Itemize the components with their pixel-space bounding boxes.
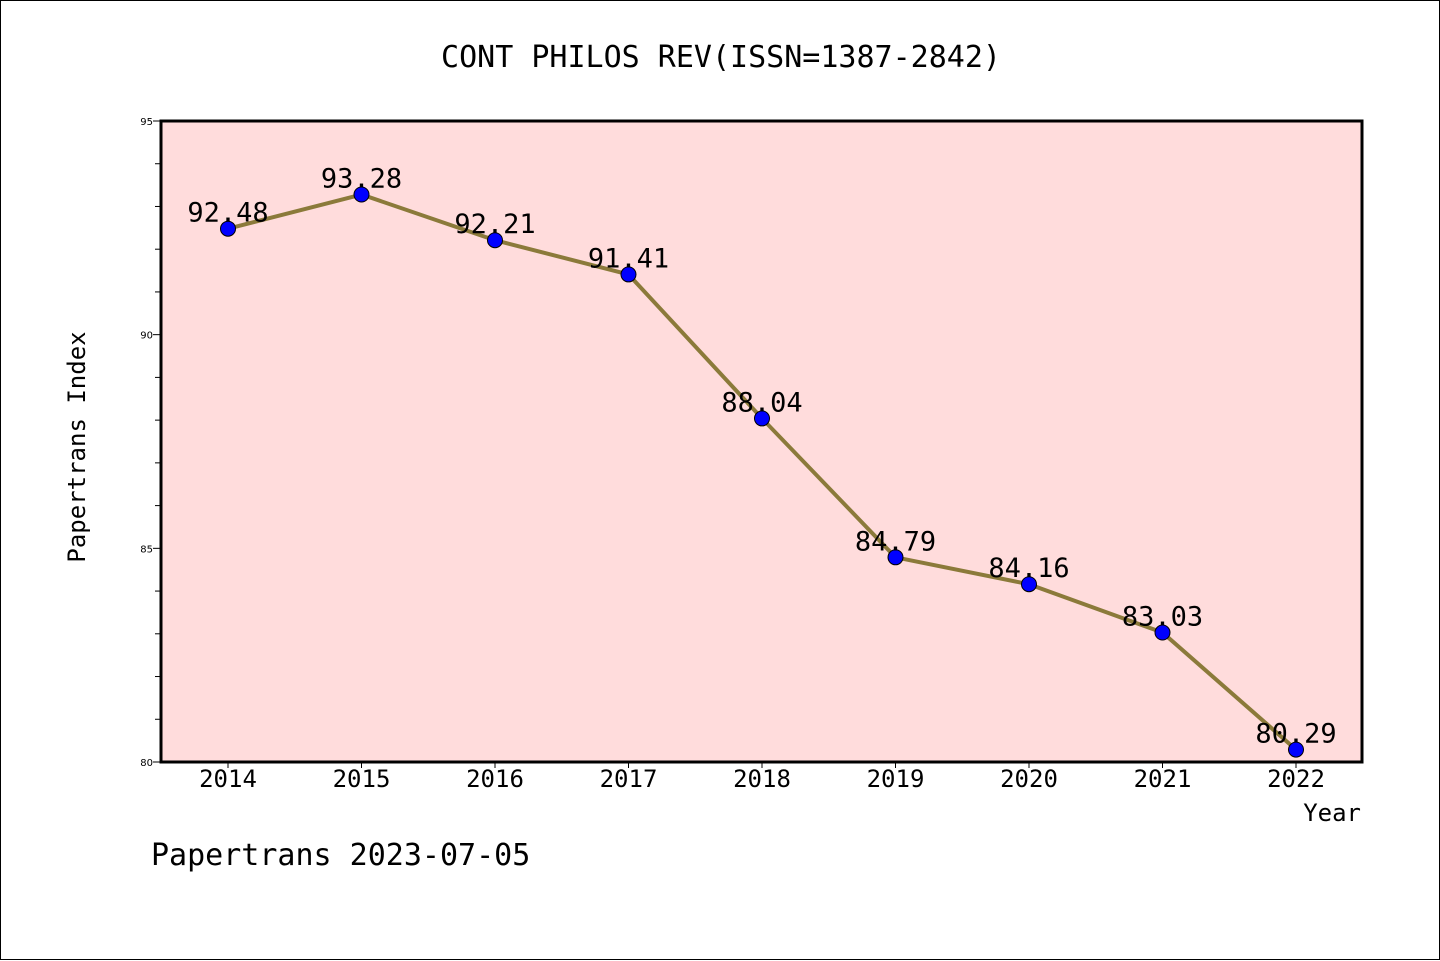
footer-credit: Papertrans 2023-07-05 <box>151 838 530 873</box>
data-label: 91.41 <box>588 243 669 274</box>
data-point <box>487 232 503 249</box>
chart-title: CONT PHILOS REV(ISSN=1387-2842) <box>441 40 1001 75</box>
data-point <box>754 410 770 427</box>
plot-border <box>159 119 1364 764</box>
x-tick-label: 2022 <box>1267 765 1325 793</box>
y-axis-label: Papertrans Index <box>63 331 91 562</box>
x-tick-label: 2017 <box>600 765 658 793</box>
data-label: 92.21 <box>454 209 535 240</box>
data-point <box>1021 576 1037 593</box>
x-tick-label: 2014 <box>199 765 257 793</box>
data-point <box>220 220 236 237</box>
x-tick-label: 2018 <box>733 765 791 793</box>
data-label: 84.79 <box>855 526 936 557</box>
data-label: 80.29 <box>1255 719 1336 750</box>
data-point <box>887 549 904 566</box>
y-tick-label: 80 <box>140 758 153 769</box>
data-point <box>1154 624 1171 641</box>
data-label: 93.28 <box>321 164 402 195</box>
y-axis: 80 85 90 95 <box>140 117 161 769</box>
plot-area <box>161 121 1362 762</box>
x-axis-label: Year <box>1303 799 1361 827</box>
x-tick-label: 2016 <box>466 765 524 793</box>
data-label: 92.48 <box>187 198 268 229</box>
y-tick-label: 95 <box>140 117 153 128</box>
data-label: 83.03 <box>1122 602 1203 633</box>
y-tick-label: 90 <box>140 331 153 342</box>
x-tick-label: 2021 <box>1134 765 1192 793</box>
data-label: 84.16 <box>988 553 1069 584</box>
data-label: 88.04 <box>721 387 802 418</box>
data-point <box>353 186 370 203</box>
data-point <box>620 266 637 283</box>
x-tick-label: 2020 <box>1000 765 1058 793</box>
y-tick-label: 85 <box>140 544 153 555</box>
x-tick-label: 2019 <box>867 765 925 793</box>
series: 92.48 93.28 92.21 91.41 88.04 84.79 84.16 83.03… <box>187 164 1337 758</box>
x-tick-label: 2015 <box>333 765 391 793</box>
data-point <box>1288 741 1304 758</box>
x-axis: 2014 2015 2016 2017 2018 2019 2020 2021 2022 <box>199 762 1325 793</box>
